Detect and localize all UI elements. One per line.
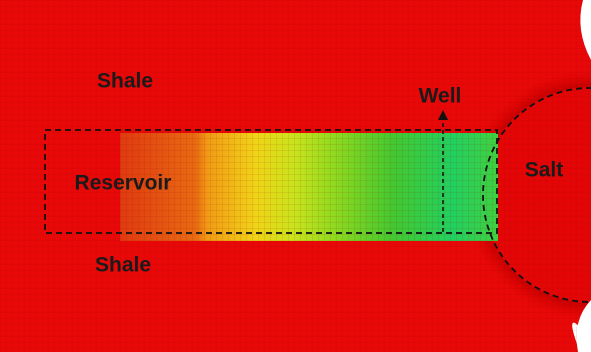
shale-top-label: Shale [97, 70, 153, 93]
salt-label: Salt [525, 159, 564, 182]
simulation-diagram: Shale Well Reservoir Salt Shale [0, 0, 591, 352]
well-label: Well [419, 85, 462, 108]
shale-bottom-label: Shale [95, 254, 151, 277]
reservoir-label: Reservoir [75, 172, 172, 195]
